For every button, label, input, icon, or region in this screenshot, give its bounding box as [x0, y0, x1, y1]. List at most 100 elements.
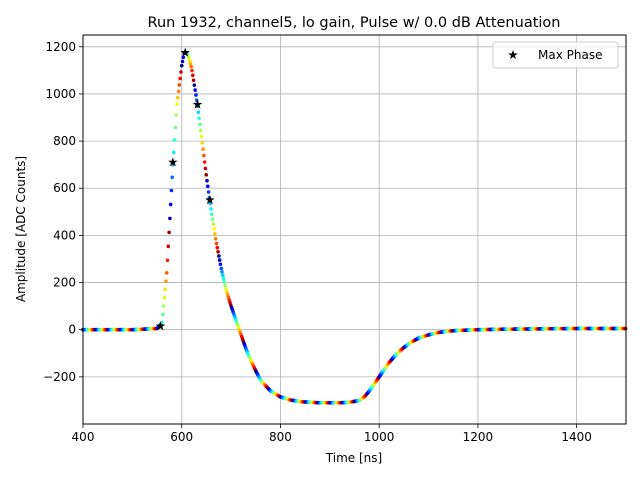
- waveform-point: [211, 222, 216, 226]
- waveform-point: [173, 125, 178, 130]
- waveform-point: [205, 184, 210, 189]
- waveform-point: [203, 166, 208, 171]
- waveform-point: [192, 83, 197, 87]
- y-tick-label: 1200: [45, 40, 76, 54]
- max-phase-point: [168, 157, 178, 167]
- y-tick-label: 800: [53, 134, 76, 148]
- waveform-point: [200, 140, 205, 145]
- waveform-point: [194, 93, 198, 97]
- legend-box: [492, 41, 619, 69]
- waveform-point: [178, 76, 182, 81]
- max-phase-point: [180, 47, 190, 57]
- x-tick-label: 1400: [561, 430, 592, 444]
- waveform-point: [175, 102, 179, 106]
- x-tick-label: 600: [170, 430, 193, 444]
- waveform-point: [198, 122, 202, 127]
- x-tick-label: 800: [269, 430, 292, 444]
- waveform-point: [224, 286, 228, 291]
- waveform-point: [180, 59, 185, 64]
- max-phase-series: [155, 47, 215, 331]
- waveform-point: [199, 134, 204, 139]
- waveform-point: [189, 64, 194, 69]
- y-axis: −200 0 200 400 600 800 1000 1200: [43, 40, 83, 384]
- waveform-point: [179, 63, 184, 68]
- x-tick-label: 400: [72, 430, 95, 444]
- legend: Max Phase: [492, 41, 619, 69]
- max-phase-point: [205, 195, 215, 205]
- waveform-point: [204, 173, 209, 177]
- y-tick-label: −200: [43, 370, 76, 384]
- waveform-point: [190, 73, 195, 78]
- waveform-point: [160, 312, 165, 317]
- waveform-point: [188, 61, 193, 66]
- waveform-point: [223, 283, 227, 288]
- plot-frame: [82, 34, 627, 425]
- waveform-point: [205, 178, 209, 183]
- x-tick-label: 1000: [364, 430, 395, 444]
- waveform-point: [198, 128, 203, 133]
- waveform-point: [217, 258, 222, 262]
- waveform-point: [170, 175, 175, 180]
- waveform-point: [191, 78, 196, 83]
- waveform-point: [172, 150, 176, 155]
- waveform-point: [218, 262, 223, 267]
- waveform-point: [212, 227, 216, 231]
- waveform-point: [222, 280, 227, 284]
- max-phase-point: [155, 321, 166, 331]
- waveform-point: [210, 217, 215, 221]
- waveform-point: [176, 89, 181, 94]
- y-tick-label: 1000: [45, 87, 76, 101]
- waveform-point: [179, 70, 183, 74]
- waveform-point: [172, 138, 177, 142]
- legend-label: Max Phase: [538, 48, 602, 62]
- waveform-point: [206, 190, 211, 194]
- waveform-point: [164, 271, 169, 275]
- chart-title: Run 1932, channel5, lo gain, Pulse w/ 0.…: [148, 15, 561, 31]
- waveform-point: [177, 83, 182, 87]
- waveform-point: [209, 212, 214, 217]
- waveform-point: [202, 153, 206, 158]
- waveform-point: [213, 236, 218, 241]
- waveform-point: [214, 241, 219, 246]
- waveform-point: [169, 188, 174, 193]
- waveform-point: [168, 216, 172, 221]
- waveform-point: [221, 276, 226, 281]
- waveform-point: [209, 207, 213, 211]
- y-tick-label: 600: [53, 181, 76, 195]
- waveform-point: [196, 110, 201, 115]
- waveform-point: [175, 95, 180, 100]
- waveform-point: [167, 230, 171, 235]
- waveform-point: [219, 266, 224, 271]
- x-tick-label: 1200: [463, 430, 494, 444]
- waveform-point: [168, 202, 173, 207]
- waveform-point: [197, 116, 201, 121]
- legend-star-marker: [508, 50, 518, 60]
- waveform-series: [81, 51, 628, 405]
- waveform-point: [216, 250, 220, 254]
- waveform-point: [193, 88, 197, 92]
- waveform-point: [174, 113, 178, 117]
- waveform-point: [220, 269, 224, 274]
- max-phase-point: [192, 99, 203, 109]
- y-tick-label: 200: [53, 276, 76, 290]
- waveform-point: [162, 295, 167, 300]
- legend-star-icon: [508, 50, 518, 60]
- waveform-point: [217, 254, 221, 258]
- waveform-point: [161, 304, 166, 308]
- y-tick-label: 0: [68, 323, 76, 337]
- waveform-point: [187, 56, 191, 60]
- waveform-point: [181, 55, 186, 60]
- y-tick-label: 400: [53, 228, 76, 242]
- waveform-point: [165, 258, 170, 263]
- waveform-point: [201, 147, 205, 151]
- waveform-point: [187, 59, 192, 63]
- waveform-point: [163, 287, 167, 292]
- waveform-point: [166, 244, 171, 249]
- waveform-point: [213, 232, 217, 236]
- waveform-point: [215, 245, 220, 250]
- y-axis-label: Amplitude [ADC Counts]: [14, 156, 28, 302]
- waveform-point: [202, 160, 207, 164]
- x-axis-label: Time [ns]: [325, 451, 382, 465]
